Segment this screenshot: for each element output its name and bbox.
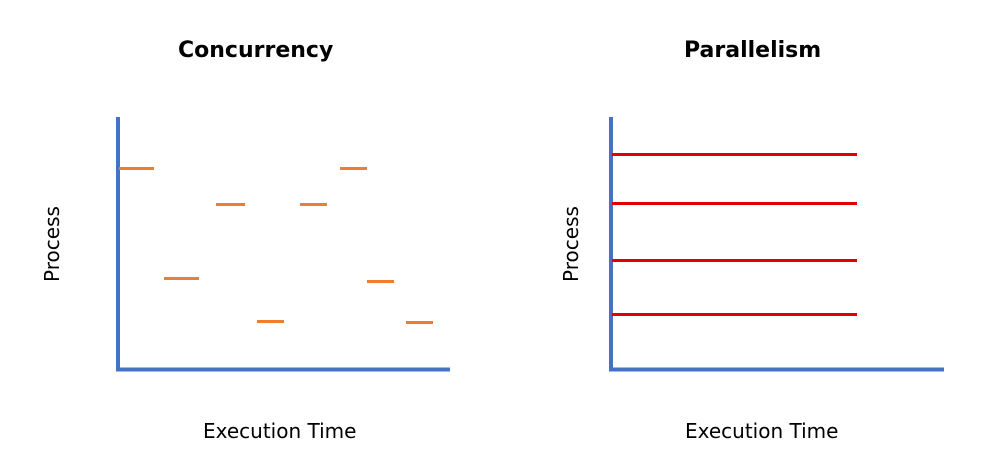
parallelism-title: Parallelism xyxy=(684,38,822,63)
parallelism-xlabel: Execution Time xyxy=(685,419,839,443)
concurrency-xlabel: Execution Time xyxy=(203,419,357,443)
concurrency-title: Concurrency xyxy=(178,38,334,63)
